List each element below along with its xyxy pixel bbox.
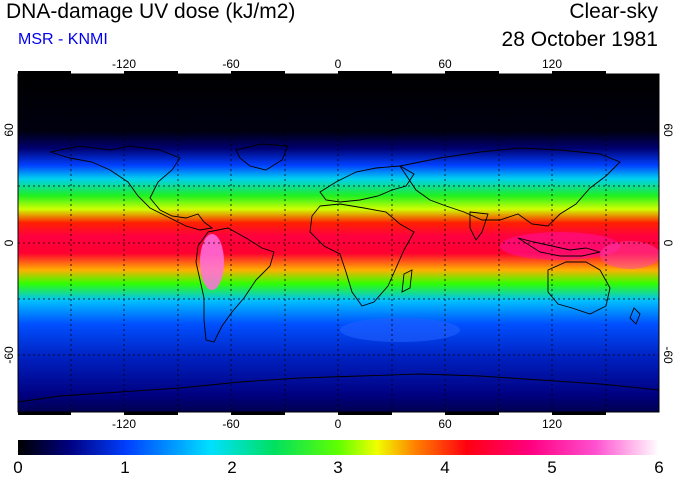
sky-condition-label: Clear-sky — [569, 0, 658, 23]
colorbar — [18, 440, 659, 455]
uv-hotspot-andes — [200, 234, 224, 290]
coast-europe — [319, 165, 415, 203]
lon-tick-top: 60 — [438, 57, 452, 71]
coast-indonesia — [517, 237, 601, 257]
lat-tick-right: 0 — [661, 240, 675, 247]
colorbar-label: 0 — [13, 458, 23, 477]
coast-greenland — [235, 143, 289, 171]
coast-north-america — [49, 145, 214, 231]
lon-tick-bottom: 60 — [438, 417, 452, 431]
colorbar-label: 1 — [120, 458, 130, 477]
lon-tick-bottom: -120 — [112, 417, 136, 431]
lon-tick-bottom: 0 — [335, 417, 342, 431]
coast-south-america — [195, 227, 275, 343]
coast-india — [469, 211, 489, 241]
frame-ticks — [18, 71, 606, 415]
colorbar-label: 4 — [440, 458, 450, 477]
lat-tick-right: 60 — [661, 123, 675, 137]
coast-new-zealand — [629, 307, 641, 325]
uv-low-southern — [340, 318, 460, 342]
colorbar-label: 5 — [547, 458, 557, 477]
lon-tick-bottom: -60 — [222, 417, 240, 431]
coast-antarctica — [18, 373, 659, 403]
lat-tick-left: 0 — [2, 239, 16, 246]
map-title: DNA-damage UV dose (kJ/m2) — [6, 0, 296, 23]
lon-tick-top: -120 — [112, 57, 136, 71]
colorbar-label: 3 — [333, 458, 343, 477]
coast-asia — [399, 147, 621, 227]
gridlines — [18, 74, 659, 412]
coast-madagascar — [401, 269, 413, 293]
coastlines — [18, 143, 659, 403]
lat-tick-right: -60 — [661, 346, 675, 364]
lon-tick-top: -60 — [222, 57, 240, 71]
lon-tick-top: 0 — [335, 57, 342, 71]
colorbar-label: 2 — [227, 458, 237, 477]
uv-hotspot-indonesia — [500, 232, 620, 260]
lon-tick-top: 120 — [542, 57, 562, 71]
lat-tick-left: 60 — [2, 123, 16, 137]
source-label: MSR - KNMI — [18, 31, 108, 48]
lat-tick-left: -60 — [2, 346, 16, 364]
coast-africa — [309, 203, 415, 307]
uv-hotspot-pacific — [600, 241, 659, 269]
date-label: 28 October 1981 — [501, 28, 658, 51]
colorbar-label: 6 — [654, 458, 664, 477]
lon-tick-bottom: 120 — [542, 417, 562, 431]
